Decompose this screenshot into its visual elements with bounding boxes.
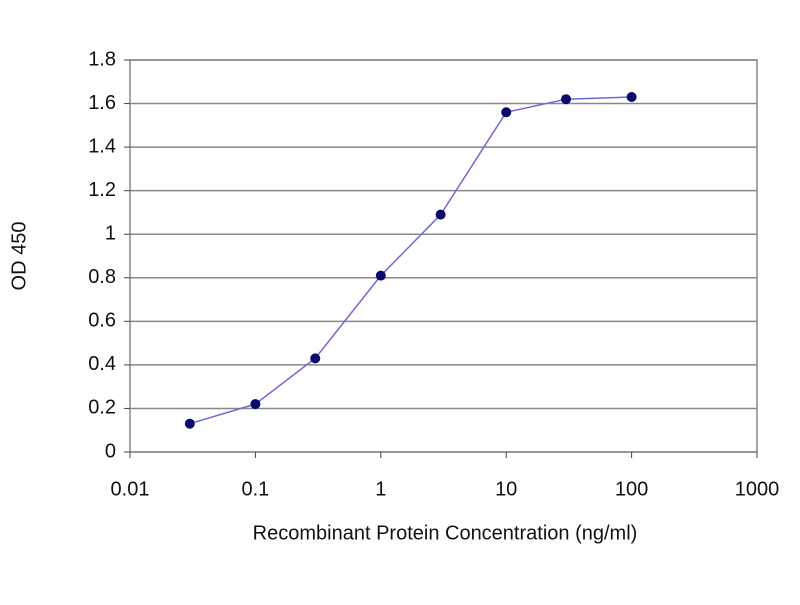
- x-tick-label: 10: [495, 478, 517, 500]
- y-tick-label: 0.6: [88, 310, 116, 332]
- data-point: [184, 418, 195, 429]
- y-tick-label: 1.2: [88, 179, 116, 201]
- y-tick-label: 1.6: [88, 92, 116, 114]
- data-point: [435, 209, 446, 220]
- y-tick-label: 0.2: [88, 397, 116, 419]
- data-point: [561, 94, 572, 105]
- y-tick-label: 1.8: [88, 48, 116, 70]
- x-tick-label: 0.01: [111, 478, 150, 500]
- x-tick-label: 1000: [735, 478, 780, 500]
- x-tick-label: 1: [375, 478, 386, 500]
- data-line: [189, 96, 632, 425]
- y-axis-label: OD 450: [8, 222, 30, 291]
- y-tick-label: 0: [105, 440, 116, 462]
- x-tick-label: 100: [615, 478, 648, 500]
- x-axis-label: Recombinant Protein Concentration (ng/ml…: [253, 522, 638, 544]
- data-point: [310, 353, 321, 364]
- data-point: [501, 107, 512, 118]
- data-point: [626, 92, 637, 103]
- y-tick-label: 1: [105, 223, 116, 245]
- y-tick-label: 0.4: [88, 353, 116, 375]
- plot-area: [129, 59, 758, 453]
- y-tick-label: 0.8: [88, 266, 116, 288]
- y-tick-label: 1.4: [88, 135, 116, 157]
- data-point: [375, 270, 386, 281]
- x-tick-label: 0.1: [241, 478, 269, 500]
- data-point: [250, 399, 261, 410]
